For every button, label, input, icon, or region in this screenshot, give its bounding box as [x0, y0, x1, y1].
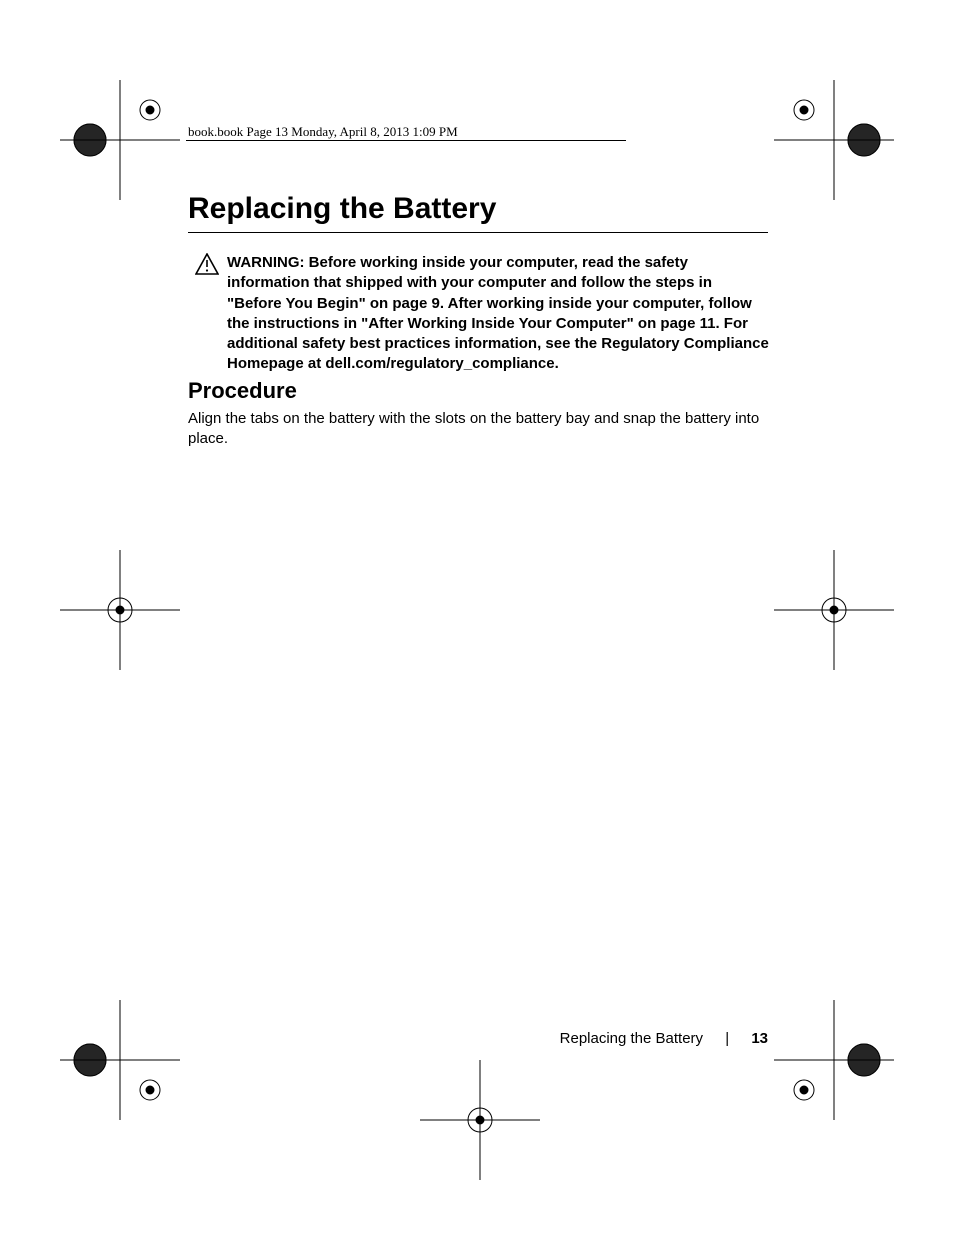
registration-mark-icon — [420, 1060, 540, 1180]
footer: Replacing the Battery | 13 — [188, 1030, 768, 1047]
page: book.book Page 13 Monday, April 8, 2013 … — [0, 0, 954, 1235]
registration-mark-icon — [774, 550, 894, 670]
warning-block: WARNING: Before working inside your comp… — [195, 253, 770, 375]
page-title: Replacing the Battery — [188, 192, 496, 226]
section-title: Procedure — [188, 378, 297, 404]
registration-mark-icon — [60, 550, 180, 670]
footer-separator: | — [725, 1030, 729, 1047]
warning-body: Before working inside your computer, rea… — [227, 254, 769, 372]
registration-mark-icon — [774, 1000, 894, 1120]
registration-mark-icon — [60, 80, 180, 200]
header-rule — [186, 140, 626, 141]
warning-label: WARNING: — [227, 254, 305, 271]
title-rule — [188, 232, 768, 233]
warning-text: WARNING: Before working inside your comp… — [227, 253, 770, 375]
warning-triangle-icon — [195, 253, 219, 275]
running-head: book.book Page 13 Monday, April 8, 2013 … — [188, 124, 458, 140]
footer-page-number: 13 — [751, 1030, 768, 1047]
registration-mark-icon — [60, 1000, 180, 1120]
registration-mark-icon — [774, 80, 894, 200]
body-text: Align the tabs on the battery with the s… — [188, 409, 763, 450]
footer-section: Replacing the Battery — [560, 1030, 703, 1047]
